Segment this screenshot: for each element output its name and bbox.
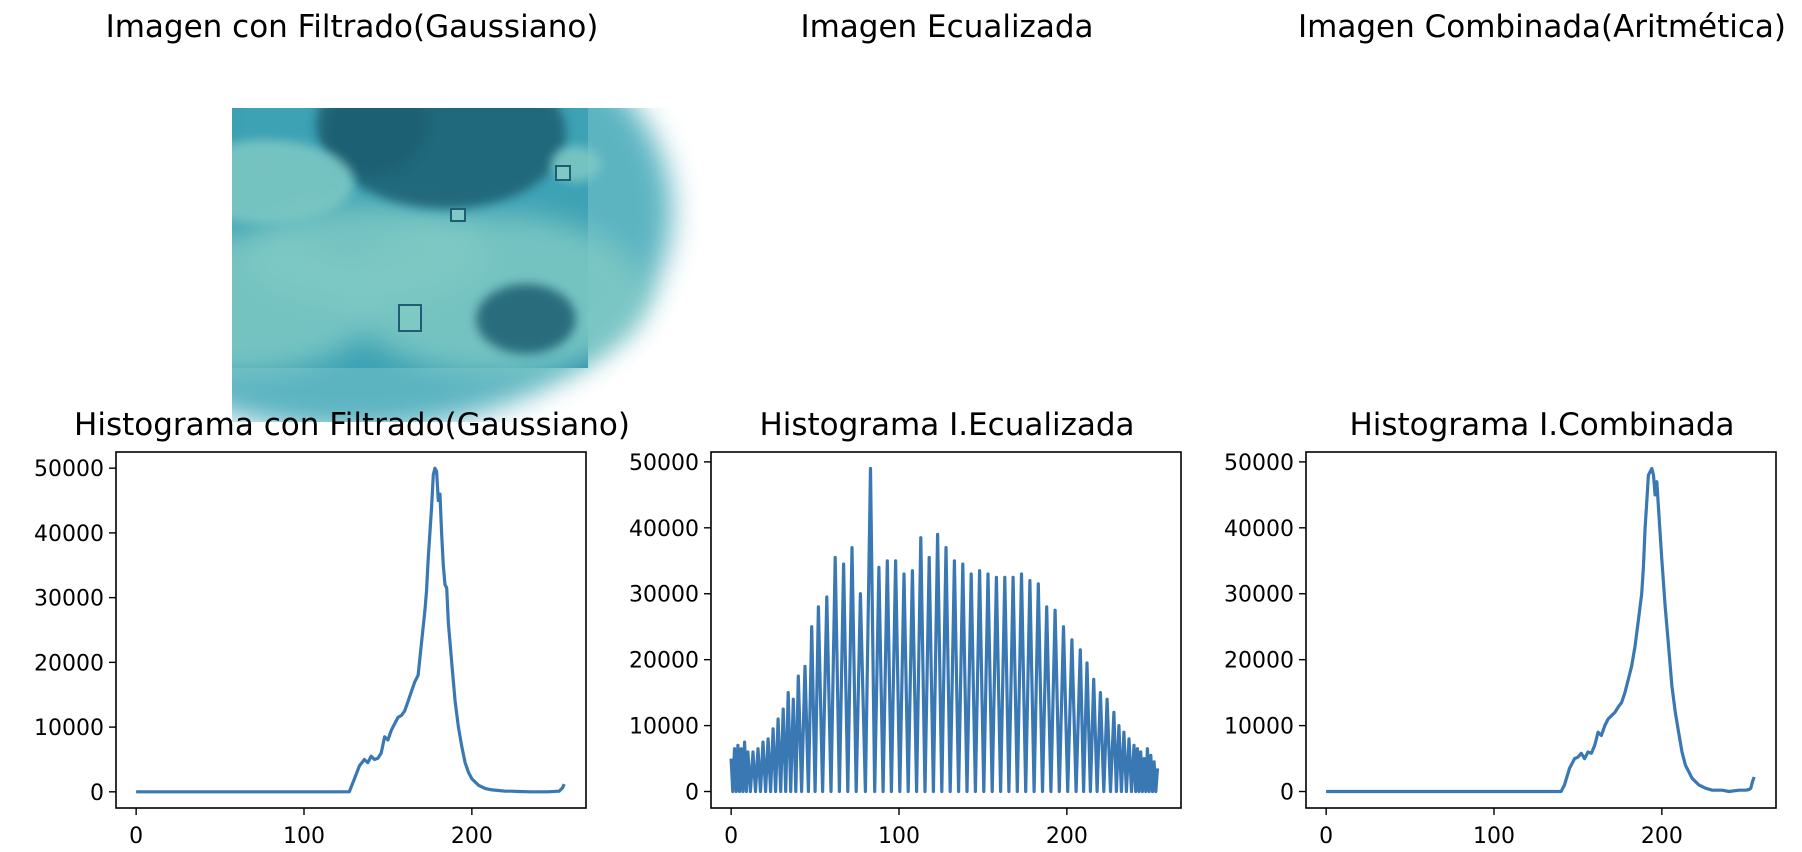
image-marker-square	[994, 305, 1016, 331]
x-tick-label: 200	[451, 824, 493, 849]
histogram-equalized: Histograma I.Ecualizada 0 100 200 0 10000 200…	[629, 407, 1182, 849]
underwater-photo-combined	[1222, 0, 1802, 431]
y-tick-label: 30000	[34, 587, 104, 612]
underwater-photo-equalized	[627, 0, 1267, 431]
y-tick-label: 50000	[1224, 451, 1294, 476]
y-tick-label: 20000	[1224, 649, 1294, 674]
image-blob	[1536, 214, 1802, 374]
y-tick-label: 0	[1280, 781, 1294, 806]
histogram-gaussian-axes: 0 100 200 0 10000 20000 30000 40000 50000	[34, 451, 587, 849]
histogram-gaussian: Histograma con Filtrado(Gaussiano) 0 100 2…	[34, 407, 630, 849]
image-blob	[696, 74, 816, 154]
image-title-combined: Imagen Combinada(Aritmética)	[1298, 9, 1786, 45]
image-blob	[476, 284, 576, 354]
y-tick-label: 30000	[1224, 583, 1294, 608]
image-blob	[773, 140, 949, 224]
image-blob	[1741, 146, 1791, 182]
y-tick-label: 50000	[34, 457, 104, 482]
image-blob	[921, 59, 1161, 209]
image-blob	[1291, 74, 1411, 154]
image-background	[1306, 54, 1778, 368]
x-tick-label: 0	[724, 824, 738, 849]
image-blob	[911, 74, 1021, 174]
image-panel-combined: Imagen Combinada(Aritmética)	[1222, 0, 1802, 431]
y-tick-label: 40000	[34, 522, 104, 547]
y-tick-label: 0	[685, 781, 699, 806]
y-tick-label: 10000	[1224, 715, 1294, 740]
image-panel-gaussian: Imagen con Filtrado(Gaussiano)	[101, 9, 672, 422]
image-title-gaussian: Imagen con Filtrado(Gaussiano)	[106, 9, 599, 45]
histogram-title-equalized: Histograma I.Ecualizada	[759, 407, 1134, 443]
x-tick-label: 200	[1641, 824, 1683, 849]
x-tick-label: 200	[1046, 824, 1088, 849]
histogram-equalized-axes: 0 100 200 0 10000 20000 30000 40000 50000	[629, 451, 1182, 849]
image-marker-square	[398, 304, 422, 332]
y-tick-label: 0	[90, 781, 104, 806]
image-marker-square	[1641, 209, 1655, 221]
y-tick-label: 20000	[629, 649, 699, 674]
image-blob	[232, 140, 354, 224]
x-tick-label: 0	[129, 824, 143, 849]
image-blob	[316, 108, 426, 174]
image-blob	[1368, 140, 1544, 224]
x-tick-label: 100	[878, 824, 920, 849]
image-blob	[1146, 146, 1196, 182]
histogram-title-gaussian: Histograma con Filtrado(Gaussiano)	[74, 407, 630, 443]
x-tick-label: 100	[283, 824, 325, 849]
image-marker-square	[450, 208, 466, 222]
image-marker-square	[1046, 209, 1060, 221]
x-tick-label: 0	[1319, 824, 1333, 849]
image-blob	[627, 0, 1267, 431]
histogram-line	[1326, 466, 1756, 794]
axes-frame	[710, 451, 1182, 809]
image-marker-square	[1746, 166, 1760, 180]
histogram-line	[136, 466, 566, 794]
image-blob	[246, 204, 486, 304]
image-blob	[1222, 0, 1802, 431]
image-blob	[1286, 234, 1566, 374]
histogram-combined: Histograma I.Combinada 0 100 200 0 10000 2000…	[1224, 407, 1777, 849]
histogram-title-combined: Histograma I.Combinada	[1349, 407, 1734, 443]
histogram-combined-axes: 0 100 200 0 10000 20000 30000 40000 50000	[1224, 451, 1777, 849]
histogram-line	[729, 466, 1160, 794]
image-title-equalized: Imagen Ecualizada	[800, 9, 1093, 45]
image-marker-square	[555, 165, 571, 181]
image-blob	[1516, 59, 1756, 209]
y-tick-label: 30000	[629, 583, 699, 608]
image-blob	[1506, 74, 1616, 174]
image-background	[711, 54, 1183, 368]
y-tick-label: 10000	[629, 715, 699, 740]
image-blob	[1666, 284, 1766, 354]
y-tick-label: 40000	[629, 517, 699, 542]
x-tick-label: 100	[1473, 824, 1515, 849]
axes-frame	[115, 451, 587, 809]
underwater-photo-gaussian	[101, 74, 672, 422]
y-tick-label: 40000	[1224, 517, 1294, 542]
image-blob	[1071, 284, 1171, 354]
image-blob	[691, 234, 971, 374]
y-tick-label: 20000	[34, 651, 104, 676]
image-blob	[841, 204, 1081, 304]
image-panel-equalized: Imagen Ecualizada	[627, 0, 1267, 431]
y-tick-label: 50000	[629, 451, 699, 476]
axes-frame	[1305, 451, 1777, 809]
image-blob	[101, 74, 221, 154]
image-blob	[941, 214, 1241, 374]
image-marker-square	[1151, 166, 1165, 180]
image-blob	[1436, 204, 1676, 304]
image-marker-square	[1589, 305, 1611, 331]
y-tick-label: 10000	[34, 716, 104, 741]
